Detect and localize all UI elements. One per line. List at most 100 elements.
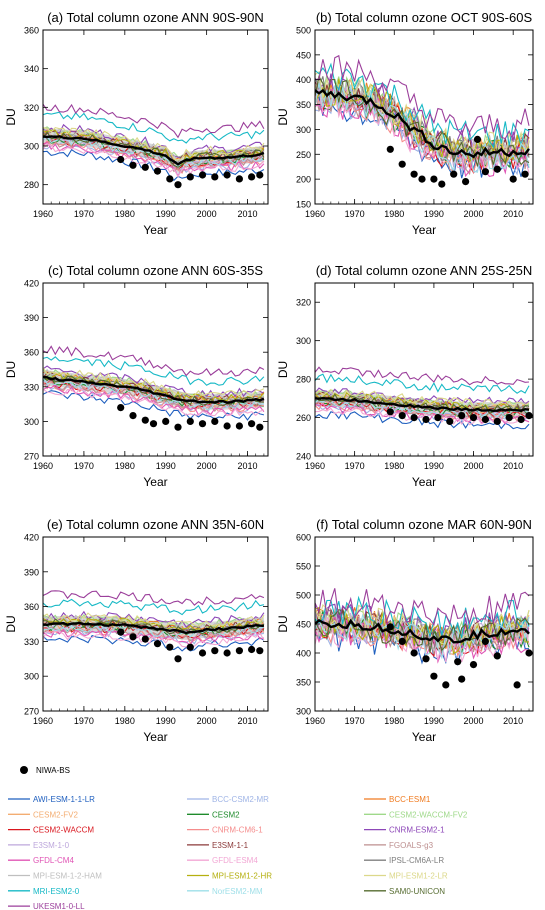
x-tick-label: 2000 xyxy=(464,716,484,726)
x-tick-label: 2000 xyxy=(197,716,217,726)
obs-point xyxy=(505,414,513,422)
obs-point xyxy=(462,178,470,186)
obs-point xyxy=(223,649,231,657)
y-axis-label: DU xyxy=(4,361,18,378)
obs-point xyxy=(117,628,125,636)
legend-label-gfdl-esm4: GFDL-ESM4 xyxy=(212,856,258,865)
x-tick-label: 1980 xyxy=(115,716,135,726)
y-tick-label: 300 xyxy=(296,125,311,135)
obs-point xyxy=(434,414,442,422)
model-line-mri-esm2-0 xyxy=(315,62,530,149)
model-line-awi-esm-1-1-lr xyxy=(43,390,265,421)
obs-point xyxy=(398,412,406,420)
legend-label-cesm2-waccm-fv2: CESM2-WACCM-FV2 xyxy=(389,810,468,819)
y-axis-label: DU xyxy=(276,615,290,632)
obs-point xyxy=(248,420,256,428)
model-line-fgoals-g3 xyxy=(315,89,530,176)
x-tick-label: 1960 xyxy=(305,209,325,219)
obs-point xyxy=(153,167,162,175)
obs-point xyxy=(410,414,418,422)
chart-panel-f: 1960 1970 1980 1990 2000 2010 300 350 400 450 500 5… xyxy=(276,517,534,744)
panel-title: (a) Total column ozone ANN 90S-90N xyxy=(47,10,264,25)
legend-label-ipsl-cm6a-lr: IPSL-CM6A-LR xyxy=(389,856,444,865)
legend-label-cesm2-fv2: CESM2-FV2 xyxy=(33,810,78,819)
y-tick-label: 200 xyxy=(296,175,311,185)
y-tick-label: 320 xyxy=(24,103,39,113)
x-tick-label: 1990 xyxy=(156,716,176,726)
x-tick-label: 1970 xyxy=(74,716,94,726)
legend-label-mpi-esm-1-2-ham: MPI-ESM-1-2-HAM xyxy=(33,872,102,881)
obs-point xyxy=(446,417,454,425)
chart-panel-d: 1960 1970 1980 1990 2000 2010 240 260 280 300 320 (… xyxy=(276,263,534,489)
x-tick-label: 1980 xyxy=(384,461,404,471)
plot-area xyxy=(315,54,530,188)
obs-point xyxy=(430,672,438,680)
y-tick-label: 390 xyxy=(24,313,39,323)
x-tick-label: 1990 xyxy=(424,209,444,219)
obs-point xyxy=(256,171,264,179)
x-axis-label: Year xyxy=(143,475,167,489)
obs-point xyxy=(418,175,426,183)
obs-point xyxy=(141,635,149,643)
obs-point xyxy=(481,415,489,424)
x-tick-label: 2010 xyxy=(238,716,258,726)
legend: NIWA-BS AWI-ESM-1-1-LR BCC-CSM2-MR BCC-ESM1… xyxy=(8,766,468,910)
panel-title: (c) Total column ozone ANN 60S-35S xyxy=(48,263,263,278)
y-axis-label: DU xyxy=(4,615,18,632)
obs-point xyxy=(235,175,243,183)
panel-title: (b) Total column ozone OCT 90S-60S xyxy=(316,10,533,25)
obs-point xyxy=(141,163,149,171)
obs-point xyxy=(473,135,482,143)
x-tick-label: 1990 xyxy=(156,461,176,471)
x-axis-label: Year xyxy=(143,730,167,744)
x-tick-label: 1980 xyxy=(115,209,135,219)
y-tick-label: 550 xyxy=(296,562,311,572)
x-tick-label: 1970 xyxy=(345,461,365,471)
y-tick-label: 360 xyxy=(24,348,39,358)
legend-label-mpi-esm1-2-hr: MPI-ESM1-2-HR xyxy=(212,872,272,881)
model-line-mri-esm2-0 xyxy=(43,356,265,386)
obs-point xyxy=(386,408,394,416)
multi-model-mean-line xyxy=(315,396,530,413)
obs-point xyxy=(422,655,430,663)
x-tick-label: 2010 xyxy=(238,209,258,219)
legend-label-fgoals-g3: FGOALS-g3 xyxy=(389,841,434,850)
plot-frame xyxy=(42,536,269,712)
chart-panel-c: 1960 1970 1980 1990 2000 2010 270 300 330 360 390 4… xyxy=(4,263,269,489)
legend-label-bcc-esm1: BCC-ESM1 xyxy=(389,795,431,804)
obs-point xyxy=(469,661,478,669)
plot-frame xyxy=(42,282,269,457)
model-line-mpi-esm1-2-lr xyxy=(315,388,530,409)
obs-point xyxy=(211,647,219,655)
y-tick-label: 420 xyxy=(24,533,39,543)
x-axis-label: Year xyxy=(412,475,436,489)
obs-point xyxy=(223,422,231,430)
x-tick-label: 1980 xyxy=(384,209,404,219)
obs-point xyxy=(410,170,418,178)
obs-point xyxy=(525,412,533,420)
legend-obs-label: NIWA-BS xyxy=(36,766,70,775)
model-line-mpi-esm1-2-lr xyxy=(43,612,265,628)
y-tick-label: 330 xyxy=(24,637,39,647)
obs-point xyxy=(481,637,489,646)
model-line-cesm2 xyxy=(315,86,530,169)
y-tick-label: 330 xyxy=(24,382,39,392)
obs-point xyxy=(256,423,264,431)
model-line-ukesm1-0-ll xyxy=(315,366,530,386)
obs-point xyxy=(129,161,137,169)
model-line-ukesm1-0-ll xyxy=(315,54,530,143)
x-tick-label: 1960 xyxy=(33,716,53,726)
y-tick-label: 300 xyxy=(24,417,39,427)
x-tick-label: 1990 xyxy=(424,716,444,726)
multi-model-mean-line xyxy=(315,88,530,159)
obs-point xyxy=(430,175,438,183)
obs-point xyxy=(223,171,231,179)
y-tick-label: 270 xyxy=(24,452,39,462)
legend-label-mpi-esm1-2-lr: MPI-ESM1-2-LR xyxy=(389,872,448,881)
x-tick-label: 1970 xyxy=(74,461,94,471)
plot-area xyxy=(315,366,533,430)
legend-label-cnrm-cm6-1: CNRM-CM6-1 xyxy=(212,826,263,835)
legend-label-noresm2-mm: NorESM2-MM xyxy=(212,887,263,896)
legend-label-cesm2: CESM2 xyxy=(212,810,240,819)
obs-point xyxy=(174,423,182,431)
